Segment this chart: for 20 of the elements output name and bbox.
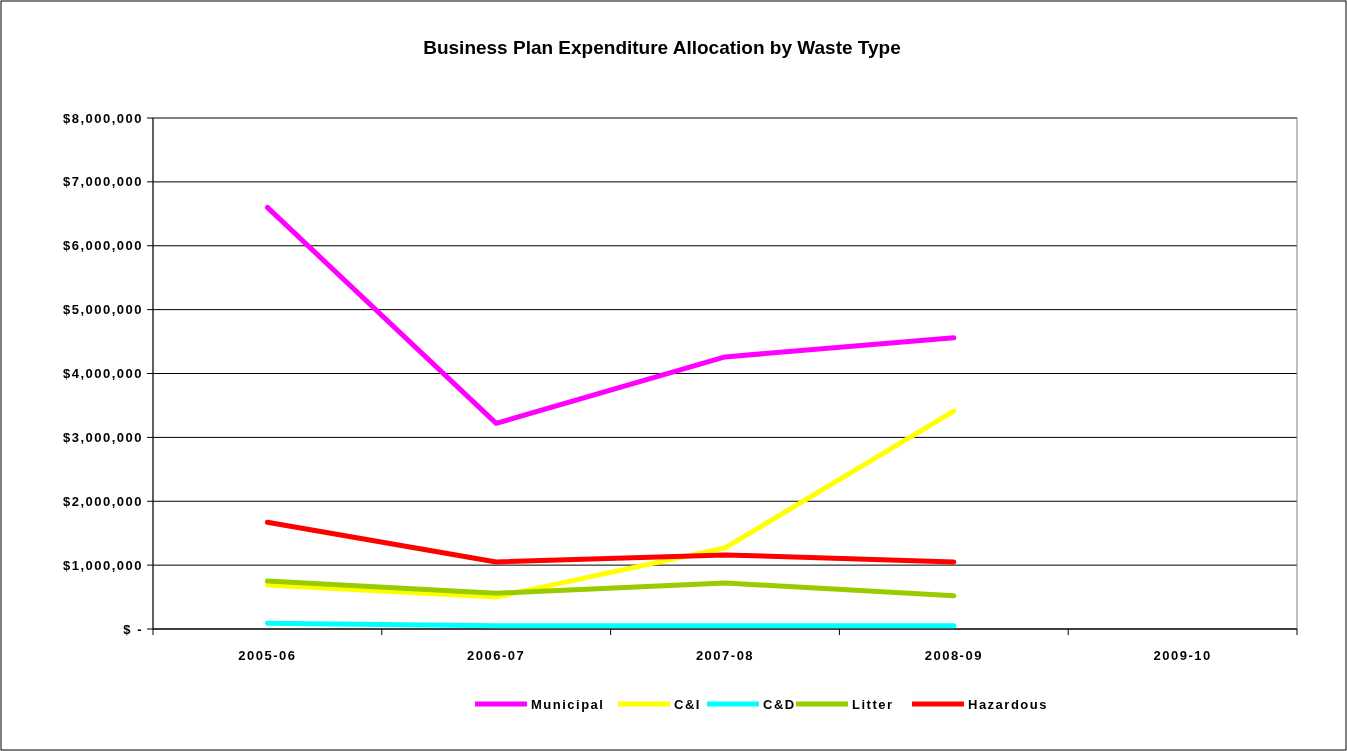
x-tick-label: 2007-08 (695, 648, 755, 663)
x-tick-label: 2009-10 (1153, 648, 1212, 663)
legend-label: Municipal (531, 696, 605, 712)
y-tick-label: $4,000,000 (62, 366, 143, 382)
legend-label: C&D (763, 696, 796, 712)
y-tick-label: $5,000,000 (62, 302, 143, 318)
y-tick-label: $3,000,000 (62, 429, 143, 445)
y-tick-label: $1,000,000 (62, 557, 143, 573)
chart-title: Business Plan Expenditure Allocation by Waste Type (423, 37, 901, 58)
y-tick-label: $6,000,000 (62, 238, 143, 254)
legend-label: Litter (852, 696, 894, 712)
y-tick-label: $8,000,000 (62, 110, 143, 126)
legend-label: C&I (674, 696, 701, 712)
y-tick-label: $ - (123, 621, 143, 637)
y-tick-label: $2,000,000 (62, 493, 143, 509)
y-tick-label: $7,000,000 (62, 174, 143, 190)
legend-label: Hazardous (968, 696, 1048, 712)
x-tick-label: 2005-06 (238, 648, 297, 663)
x-tick-label: 2008-09 (924, 648, 983, 663)
x-tick-label: 2006-07 (467, 648, 526, 663)
